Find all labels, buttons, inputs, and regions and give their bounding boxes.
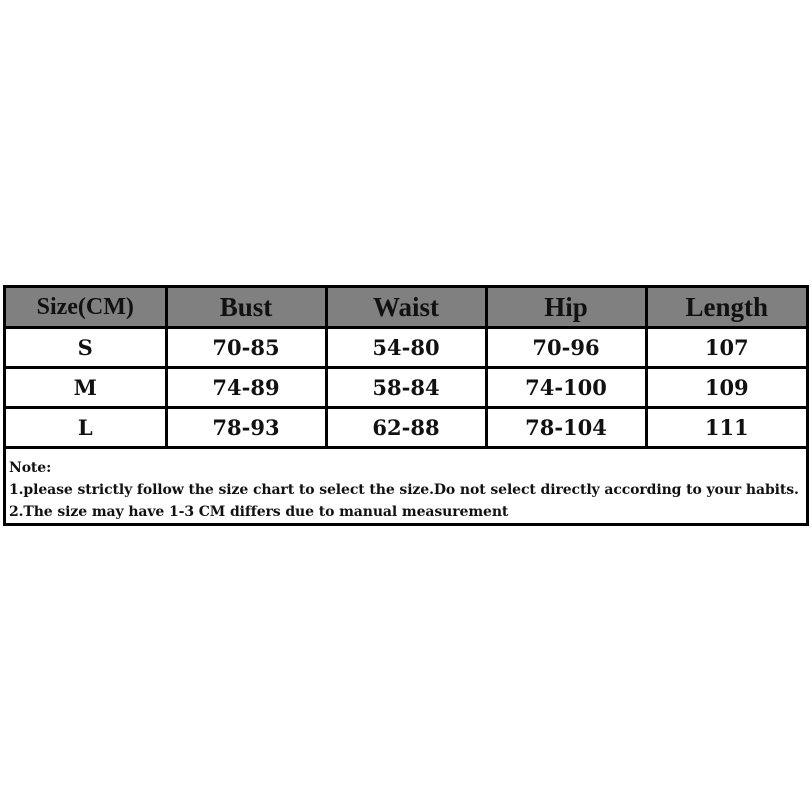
note-line: 1.please strictly follow the size chart … [9, 482, 799, 498]
header-hip: Hip [484, 288, 648, 329]
header-waist: Waist [324, 288, 488, 329]
header-length: Length [644, 288, 806, 329]
size-chart: Size(CM) Bust Waist Hip Length S 70-85 5… [3, 285, 809, 526]
cell-bust: 70-85 [164, 326, 328, 369]
cell-length: 107 [644, 326, 806, 369]
table-row: S 70-85 54-80 70-96 107 [6, 326, 806, 369]
table-row: M 74-89 58-84 74-100 109 [6, 366, 806, 409]
cell-size: M [6, 366, 168, 409]
cell-bust: 74-89 [164, 366, 328, 409]
header-row: Size(CM) Bust Waist Hip Length [6, 288, 806, 329]
cell-waist: 54-80 [324, 326, 488, 369]
cell-waist: 62-88 [324, 406, 488, 449]
header-bust: Bust [164, 288, 328, 329]
header-size: Size(CM) [6, 288, 168, 329]
cell-hip: 70-96 [484, 326, 648, 369]
cell-size: S [6, 326, 168, 369]
note-line: 2.The size may have 1-3 CM differs due t… [9, 504, 509, 520]
cell-size: L [6, 406, 168, 449]
notes-title: Note: [9, 460, 52, 476]
cell-hip: 74-100 [484, 366, 648, 409]
cell-waist: 58-84 [324, 366, 488, 409]
cell-bust: 78-93 [164, 406, 328, 449]
size-table: Size(CM) Bust Waist Hip Length S 70-85 5… [6, 288, 806, 449]
cell-hip: 78-104 [484, 406, 648, 449]
notes-section: Note: 1.please strictly follow the size … [6, 449, 806, 523]
table-row: L 78-93 62-88 78-104 111 [6, 406, 806, 449]
cell-length: 109 [644, 366, 806, 409]
cell-length: 111 [644, 406, 806, 449]
